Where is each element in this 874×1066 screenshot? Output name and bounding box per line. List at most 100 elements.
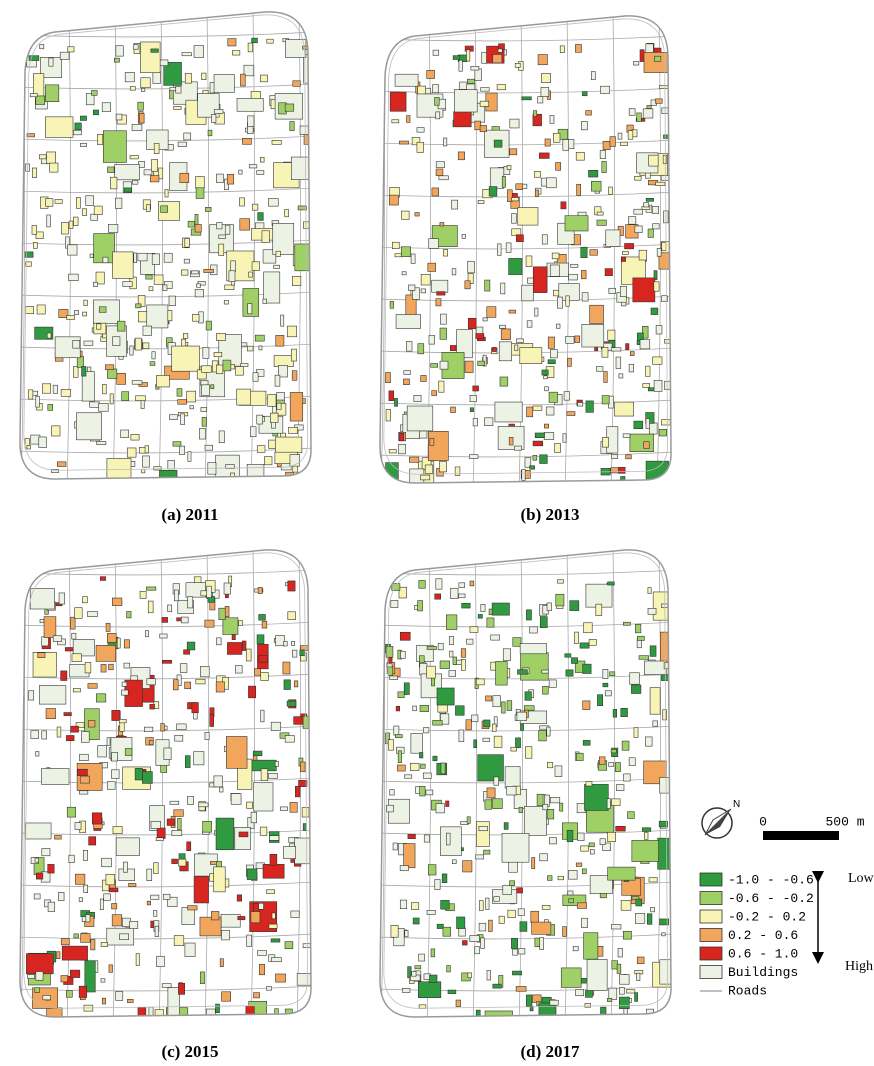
building <box>647 105 651 108</box>
building <box>481 604 485 611</box>
building <box>660 632 686 664</box>
building <box>188 452 191 462</box>
building <box>539 153 549 159</box>
building <box>548 337 554 348</box>
building <box>157 828 165 839</box>
building <box>628 131 633 140</box>
building <box>509 258 522 274</box>
building <box>417 142 424 152</box>
building <box>151 895 159 899</box>
building <box>61 939 69 945</box>
legend-label: 0.2 - 0.6 <box>728 928 798 943</box>
building <box>648 608 656 614</box>
building <box>401 651 406 658</box>
building <box>544 432 554 439</box>
building <box>217 638 222 645</box>
building <box>538 97 543 103</box>
building <box>421 475 430 480</box>
building <box>259 656 268 663</box>
building <box>540 938 544 950</box>
building <box>183 334 188 339</box>
building <box>487 307 496 318</box>
building <box>590 850 594 855</box>
building <box>584 784 608 810</box>
building <box>565 216 588 231</box>
building <box>231 261 236 272</box>
building <box>563 139 569 150</box>
building <box>82 209 86 216</box>
building <box>79 986 87 997</box>
building <box>626 455 632 459</box>
building <box>560 46 564 53</box>
building <box>250 427 256 437</box>
building <box>522 469 525 480</box>
building <box>135 768 142 780</box>
building <box>611 348 621 351</box>
building <box>446 833 450 845</box>
building <box>546 407 554 415</box>
legend-swatch <box>700 966 722 979</box>
building <box>127 611 132 617</box>
building <box>524 806 546 835</box>
building <box>490 168 504 188</box>
building <box>179 446 184 454</box>
building <box>86 196 94 206</box>
panel-caption: (b) 2013 <box>520 505 579 524</box>
building <box>565 654 571 657</box>
building <box>486 898 489 910</box>
building <box>187 597 192 608</box>
building <box>61 976 68 982</box>
building <box>113 252 134 278</box>
building <box>524 706 534 711</box>
building <box>402 272 406 275</box>
building <box>547 876 552 881</box>
building <box>443 138 447 146</box>
building <box>519 948 525 954</box>
building <box>289 427 298 433</box>
building <box>533 406 542 410</box>
building <box>583 664 591 673</box>
building <box>205 620 214 627</box>
building <box>81 934 91 943</box>
building <box>132 381 142 385</box>
building <box>597 220 606 225</box>
building <box>603 141 610 149</box>
building <box>73 367 78 378</box>
building <box>582 293 588 301</box>
building <box>586 584 612 607</box>
building <box>453 657 457 664</box>
building <box>152 254 159 265</box>
building <box>427 70 435 78</box>
building <box>77 769 87 775</box>
legend-label: -1.0 - -0.6 <box>728 872 814 887</box>
building <box>146 631 149 637</box>
building <box>303 824 306 831</box>
building <box>425 465 433 473</box>
building <box>36 96 45 105</box>
building <box>146 275 152 279</box>
building <box>535 433 544 438</box>
building <box>394 398 397 406</box>
building <box>628 217 635 225</box>
building <box>285 736 294 743</box>
building <box>545 139 550 146</box>
building <box>576 152 584 160</box>
building <box>75 874 84 884</box>
building <box>127 999 133 1002</box>
building <box>533 111 536 117</box>
building <box>201 407 207 411</box>
building <box>66 735 74 740</box>
building <box>415 213 419 216</box>
building <box>635 226 642 233</box>
building <box>644 832 648 839</box>
building <box>608 330 615 340</box>
building <box>96 694 105 702</box>
building <box>185 682 191 689</box>
building <box>303 46 310 49</box>
building <box>481 938 485 948</box>
building <box>97 441 106 444</box>
building <box>47 152 56 164</box>
building <box>219 431 224 443</box>
building <box>67 245 77 255</box>
building <box>196 188 204 199</box>
